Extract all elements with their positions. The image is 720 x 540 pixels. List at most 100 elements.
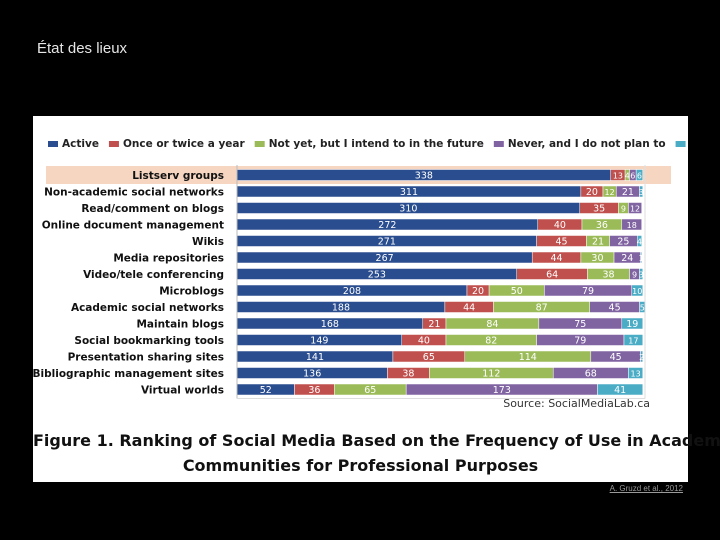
data-label-7-4: 10 <box>632 287 642 296</box>
caption-line-2: Communities for Professional Purposes <box>182 456 539 475</box>
data-label-3-2: 36 <box>596 220 608 231</box>
data-label-7-1: 20 <box>472 286 484 297</box>
data-label-8-2: 87 <box>536 303 548 314</box>
data-label-5-2: 30 <box>591 253 603 264</box>
data-label-5-0: 267 <box>376 253 394 264</box>
data-label-8-4: 5 <box>640 304 645 313</box>
figure-panel: Active Once or twice a year Not yet, but I… <box>33 116 720 482</box>
data-label-2-3: 12 <box>630 205 640 214</box>
data-label-5-4: 1 <box>639 254 644 263</box>
bar-segment-12-4 <box>628 367 644 379</box>
data-label-0-2: 4 <box>625 172 630 181</box>
data-label-2-1: 35 <box>593 204 605 215</box>
data-label-1-0: 311 <box>400 187 418 198</box>
data-label-10-2: 82 <box>485 336 497 347</box>
data-label-0-4: 6 <box>637 172 642 181</box>
data-label-2-2: 9 <box>621 205 626 214</box>
category-label-13: Virtual worlds <box>141 385 224 397</box>
data-label-4-2: 21 <box>592 237 604 248</box>
bar-segment-13-4 <box>597 383 644 396</box>
legend-swatch-4 <box>675 141 686 147</box>
data-label-6-3: 9 <box>632 271 637 280</box>
category-label-3: Online document management <box>42 220 224 232</box>
data-label-11-0: 141 <box>306 352 324 363</box>
data-label-0-0: 338 <box>415 171 433 182</box>
bar-segment-5-4 <box>640 251 642 264</box>
data-label-12-0: 136 <box>303 369 321 380</box>
category-label-8: Academic social networks <box>71 302 224 314</box>
data-label-8-0: 188 <box>332 303 350 314</box>
data-label-9-0: 168 <box>321 319 339 330</box>
data-label-13-4: 41 <box>614 385 626 396</box>
data-label-3-3: 18 <box>627 221 637 230</box>
data-label-6-1: 64 <box>546 270 558 281</box>
data-label-4-1: 45 <box>555 237 567 248</box>
category-label-7: Microblogs <box>159 286 224 298</box>
citation-link[interactable]: A. Gruzd et al., 2012 <box>609 484 683 493</box>
data-label-11-1: 65 <box>423 352 435 363</box>
data-label-13-3: 173 <box>493 385 511 396</box>
data-label-13-0: 52 <box>260 385 272 396</box>
data-label-5-3: 24 <box>621 253 633 264</box>
data-label-4-0: 271 <box>378 237 396 248</box>
legend-swatch-3 <box>493 141 504 147</box>
data-label-0-3: 6 <box>630 172 635 181</box>
data-label-7-2: 50 <box>511 286 523 297</box>
category-label-10: Social bookmarking tools <box>74 335 224 347</box>
data-label-12-2: 112 <box>482 369 500 380</box>
category-label-11: Presentation sharing sites <box>68 352 224 364</box>
data-label-5-1: 44 <box>550 253 562 264</box>
stacked-bar-chart: Active Once or twice a year Not yet, but I… <box>33 138 686 410</box>
data-label-9-4: 19 <box>626 319 638 330</box>
bar-segment-11-4 <box>640 350 644 363</box>
data-label-9-3: 75 <box>574 319 586 330</box>
data-label-1-2: 12 <box>605 188 615 197</box>
data-label-9-2: 84 <box>486 319 498 330</box>
slide-title: État des lieux <box>37 40 128 57</box>
bar-segment-1-4 <box>639 185 644 198</box>
data-label-10-0: 149 <box>310 336 328 347</box>
bar-segment-7-4 <box>631 284 644 297</box>
data-label-0-1: 13 <box>613 172 623 181</box>
data-label-12-4: 13 <box>631 370 641 379</box>
data-label-12-1: 38 <box>402 369 414 380</box>
bar-segment-9-4 <box>621 317 644 330</box>
data-label-1-3: 21 <box>622 187 634 198</box>
data-label-11-2: 114 <box>519 352 537 363</box>
legend-label-3: Never, and I do not plan to <box>508 138 666 150</box>
data-label-13-1: 36 <box>308 385 320 396</box>
data-label-6-0: 253 <box>368 270 386 281</box>
category-label-9: Maintain blogs <box>136 319 224 331</box>
data-label-13-2: 65 <box>364 385 376 396</box>
legend-label-0: Active <box>62 138 99 150</box>
data-label-7-3: 79 <box>582 286 594 297</box>
category-label-0: Listserv groups <box>132 170 224 182</box>
category-label-2: Read/comment on blogs <box>81 203 224 215</box>
source-label: Source: SocialMediaLab.ca <box>503 397 650 410</box>
bar-segment-0-4 <box>635 169 644 181</box>
caption-line-1: Figure 1. Ranking of Social Media Based … <box>33 431 720 450</box>
category-label-6: Video/tele conferencing <box>83 269 224 281</box>
data-label-1-4: 3 <box>639 188 644 197</box>
bar-segment-2-3 <box>628 202 642 214</box>
category-label-12: Bibliographic management sites <box>33 368 224 380</box>
category-label-5: Media repositories <box>113 253 224 265</box>
legend-label-2: Not yet, but I intend to in the future <box>269 138 484 150</box>
category-label-4: Wikis <box>192 236 224 248</box>
data-label-10-4: 17 <box>628 337 638 346</box>
data-label-10-3: 79 <box>574 336 586 347</box>
data-label-8-1: 44 <box>463 303 475 314</box>
data-label-6-4: 3 <box>639 271 644 280</box>
bar-segment-10-4 <box>623 334 644 346</box>
data-label-9-1: 21 <box>428 319 440 330</box>
data-label-11-3: 45 <box>610 352 622 363</box>
legend-swatch-2 <box>254 141 265 147</box>
legend-swatch-1 <box>108 141 119 147</box>
category-label-1: Non-academic social networks <box>44 187 224 199</box>
data-label-8-3: 45 <box>609 303 621 314</box>
data-label-3-1: 40 <box>554 220 566 231</box>
data-label-3-0: 272 <box>378 220 396 231</box>
data-label-7-0: 208 <box>343 286 361 297</box>
data-label-1-1: 20 <box>586 187 598 198</box>
legend-swatch-0 <box>48 141 58 147</box>
